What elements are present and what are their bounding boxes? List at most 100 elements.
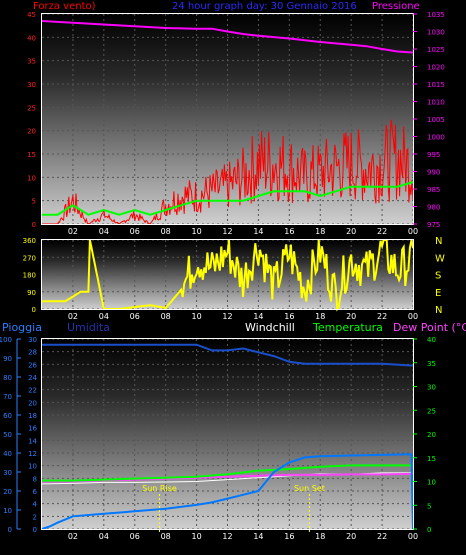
climate-x-tick-20: 20 [346, 532, 356, 541]
temp-y-tick-0: 0 [427, 526, 431, 534]
climate-x-tick-02: 02 [68, 532, 78, 541]
temperature-label: Temperatura [313, 321, 383, 334]
dir-x-tick-06: 06 [130, 312, 140, 321]
compass-label-S-2: S [435, 271, 441, 282]
humidity-y-tick-30: 30 [3, 469, 12, 477]
wind-x-tick-22: 22 [377, 227, 387, 236]
pressure-label: Pressione [372, 1, 420, 12]
dir-x-tick-00: 00 [408, 312, 418, 321]
wind-y-tick-0: 0 [32, 221, 36, 229]
pressure-y-tick-1035: 1035 [427, 11, 445, 19]
temp-y-tick-10: 10 [427, 479, 436, 487]
temperature-line [42, 464, 413, 482]
dir-x-tick-20: 20 [346, 312, 356, 321]
rain-y-tick-24: 24 [28, 374, 37, 382]
pressure-y-tick-1020: 1020 [427, 64, 445, 72]
wind-x-tick-08: 08 [161, 227, 171, 236]
rain-y-tick-6: 6 [33, 488, 38, 496]
sun-set-label: Sun Set [294, 484, 325, 493]
climate-x-tick-04: 04 [99, 532, 109, 541]
pressure-y-tick-1010: 1010 [427, 99, 445, 107]
rain-label: Pioggia [2, 321, 42, 334]
humidity-label: Umidita [67, 321, 110, 334]
pressure-y-tick-985: 985 [427, 186, 440, 194]
compass-label-N-0: N [435, 236, 442, 247]
rain-y-tick-26: 26 [28, 361, 37, 369]
dir-y-tick-180: 180 [23, 272, 36, 280]
pressure-y-tick-975: 975 [427, 221, 440, 229]
rain-y-tick-18: 18 [28, 412, 37, 420]
humidity-y-tick-90: 90 [3, 355, 12, 363]
climate-x-tick-12: 12 [222, 532, 232, 541]
dewpoint-label: Dew Point (°C) [393, 321, 466, 334]
wind-y-tick-30: 30 [27, 81, 36, 89]
humidity-y-tick-80: 80 [3, 374, 12, 382]
rain-y-tick-30: 30 [28, 336, 37, 344]
pressure-y-tick-995: 995 [427, 151, 440, 159]
wind-y-tick-10: 10 [27, 174, 36, 182]
humidity-y-tick-60: 60 [3, 412, 12, 420]
climate-x-tick-14: 14 [253, 532, 263, 541]
wind-gust-line [42, 181, 414, 216]
dir-x-tick-16: 16 [284, 312, 294, 321]
pressure-y-tick-980: 980 [427, 204, 440, 212]
pressure-y-tick-1000: 1000 [427, 134, 445, 142]
compass-label-W-1: W [435, 253, 445, 264]
climate-x-tick-18: 18 [315, 532, 325, 541]
wind-x-tick-20: 20 [346, 227, 356, 236]
dir-x-tick-14: 14 [253, 312, 263, 321]
chart-title: 24 hour graph day: 30 Gennaio 2016 [172, 1, 357, 12]
windchill-label: Windchill [245, 321, 295, 334]
dir-y-tick-270: 270 [23, 254, 36, 262]
wind-x-tick-10: 10 [191, 227, 201, 236]
sun-rise-label: Sun Rise [142, 484, 177, 493]
wind-x-tick-00: 00 [408, 227, 418, 236]
wind-y-tick-25: 25 [27, 104, 36, 112]
dir-y-tick-360: 360 [23, 237, 36, 245]
dir-y-tick-90: 90 [27, 289, 36, 297]
wind-y-tick-5: 5 [32, 198, 36, 206]
rain-y-tick-10: 10 [28, 463, 37, 471]
rain-y-tick-14: 14 [28, 437, 37, 445]
dir-x-tick-08: 08 [161, 312, 171, 321]
compass-label-N-4: N [435, 305, 442, 316]
wind-speed-label: Forza vento) [33, 1, 96, 12]
humidity-y-tick-40: 40 [3, 450, 12, 458]
dir-y-tick-0: 0 [32, 306, 36, 314]
wind-x-tick-18: 18 [315, 227, 325, 236]
wind-y-tick-40: 40 [27, 34, 36, 42]
humidity-y-tick-10: 10 [3, 507, 12, 515]
rain-y-tick-20: 20 [28, 399, 37, 407]
rain-y-tick-22: 22 [28, 387, 37, 395]
temp-y-tick-40: 40 [427, 336, 436, 344]
dir-x-tick-22: 22 [377, 312, 387, 321]
pressure-y-tick-1015: 1015 [427, 81, 445, 89]
wind-x-tick-14: 14 [253, 227, 263, 236]
humidity-y-tick-20: 20 [3, 488, 12, 496]
temp-y-tick-5: 5 [427, 502, 431, 510]
humidity-y-tick-50: 50 [3, 431, 12, 439]
rain-line [41, 453, 414, 530]
dir-x-tick-10: 10 [191, 312, 201, 321]
temp-y-tick-25: 25 [427, 407, 436, 415]
pressure-y-tick-990: 990 [427, 169, 440, 177]
temp-y-tick-30: 30 [427, 384, 436, 392]
wind-x-tick-04: 04 [99, 227, 109, 236]
pressure-line [41, 20, 414, 54]
wind-y-tick-15: 15 [27, 151, 36, 159]
rain-y-tick-4: 4 [33, 501, 38, 509]
rain-y-tick-0: 0 [33, 526, 37, 534]
pressure-y-tick-1005: 1005 [427, 116, 445, 124]
climate-x-tick-06: 06 [130, 532, 140, 541]
rain-y-tick-16: 16 [28, 425, 37, 433]
climate-x-tick-22: 22 [377, 532, 387, 541]
rain-y-tick-8: 8 [33, 475, 37, 483]
dir-x-tick-02: 02 [68, 312, 78, 321]
rain-y-tick-2: 2 [33, 513, 37, 521]
wind-x-tick-16: 16 [284, 227, 294, 236]
temp-y-tick-15: 15 [427, 455, 436, 463]
humidity-line [42, 343, 414, 367]
climate-x-tick-00: 00 [408, 532, 418, 541]
pressure-y-tick-1025: 1025 [427, 46, 445, 54]
